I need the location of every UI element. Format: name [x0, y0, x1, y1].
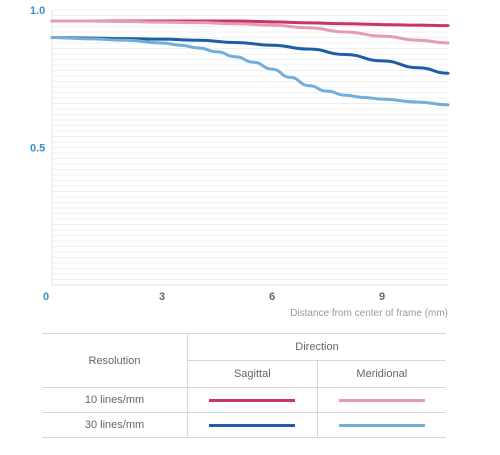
- x-tick-label: 9: [379, 291, 385, 303]
- meridional-header: Meridional: [317, 360, 446, 388]
- x-tick-label: 6: [269, 291, 275, 303]
- legend-swatch-cell: [317, 387, 446, 413]
- series-line-3: [50, 36, 450, 107]
- y-tick-label: 1.0: [30, 5, 45, 17]
- legend-row-10: 10 lines/mm: [42, 387, 446, 413]
- legend-swatch-cell: [317, 412, 446, 438]
- resolution-header: Resolution: [42, 333, 188, 388]
- x-tick-label: 3: [159, 291, 165, 303]
- y-tick-label: 0.5: [30, 143, 45, 155]
- legend-row-label: 30 lines/mm: [42, 412, 188, 438]
- series-line-1: [50, 19, 450, 45]
- legend-swatch-30-meridional: [338, 423, 425, 427]
- legend-table: Resolution Direction Sagittal Meridional…: [42, 333, 446, 438]
- legend-row-30: 30 lines/mm: [42, 412, 446, 438]
- legend-swatch-cell: [187, 412, 318, 438]
- grid-layer: [51, 9, 448, 286]
- sagittal-header: Sagittal: [187, 360, 318, 388]
- series-line-2: [50, 36, 450, 75]
- legend-row-label: 10 lines/mm: [42, 387, 188, 413]
- legend-swatch-30-sagittal: [209, 423, 296, 427]
- series-layer: [50, 19, 450, 107]
- legend-swatch-10-sagittal: [209, 398, 296, 402]
- x-axis-title: Distance from center of frame (mm): [290, 308, 448, 319]
- legend-swatch-cell: [187, 387, 318, 413]
- direction-header: Direction: [187, 333, 446, 361]
- legend-swatch-10-meridional: [338, 398, 425, 402]
- tick-layer: 1.0 0.5 0 3 6 9: [30, 5, 385, 303]
- chart-plot: 1.0 0.5 0 3 6 9 Distance from center of frame…: [30, 5, 450, 319]
- x-tick-label: 0: [43, 291, 49, 303]
